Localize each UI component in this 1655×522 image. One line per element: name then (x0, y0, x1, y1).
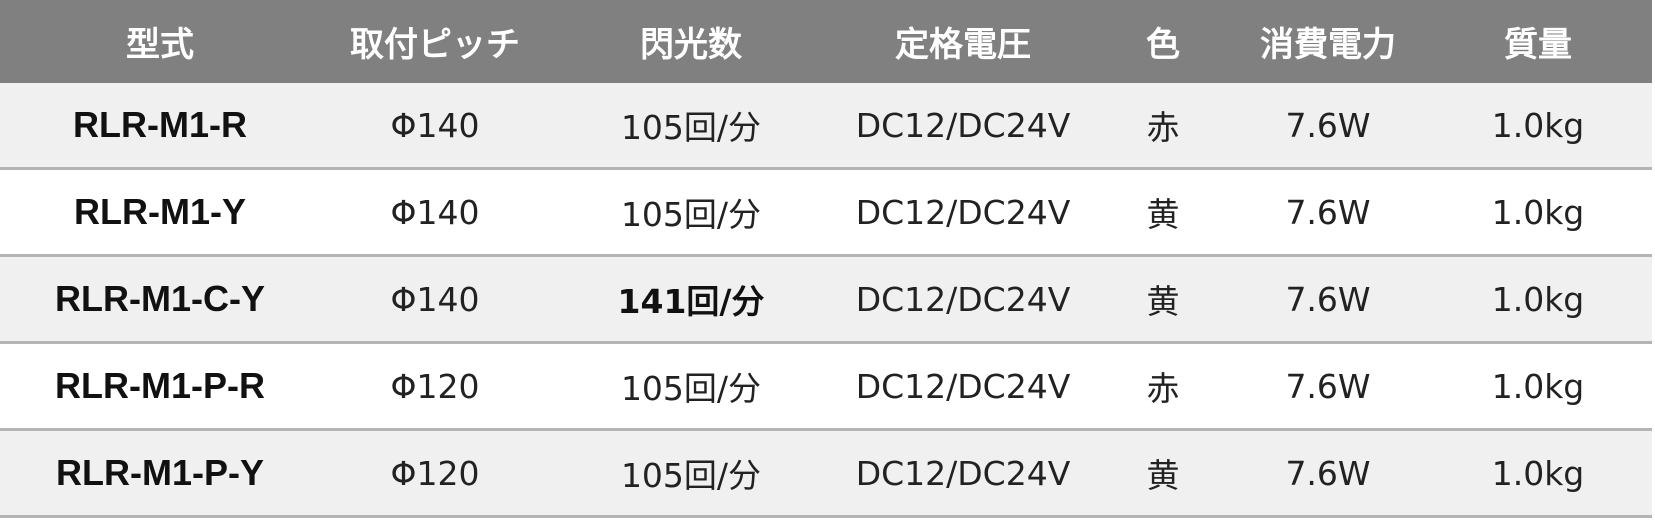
cell-model: RLR-M1-P-R (0, 342, 320, 431)
cell-mass: 1.0kg (1424, 429, 1652, 518)
header-power: 消費電力 (1232, 0, 1424, 83)
cell-mass: 1.0kg (1424, 342, 1652, 431)
cell-model: RLR-M1-C-Y (0, 255, 320, 344)
cell-voltage: DC12/DC24V (832, 255, 1094, 344)
header-flash: 閃光数 (550, 0, 832, 83)
cell-voltage: DC12/DC24V (832, 83, 1094, 170)
cell-model: RLR-M1-R (0, 83, 320, 170)
cell-mass: 1.0kg (1424, 83, 1652, 170)
cell-color: 黄 (1094, 429, 1232, 518)
header-model: 型式 (0, 0, 320, 83)
cell-model: RLR-M1-P-Y (0, 429, 320, 518)
cell-flash: 105回/分 (550, 342, 832, 431)
cell-color: 黄 (1094, 255, 1232, 344)
cell-voltage: DC12/DC24V (832, 429, 1094, 518)
cell-power: 7.6W (1232, 342, 1424, 431)
cell-color: 赤 (1094, 342, 1232, 431)
header-mass: 質量 (1424, 0, 1652, 83)
cell-color: 黄 (1094, 168, 1232, 257)
cell-flash: 105回/分 (550, 429, 832, 518)
header-voltage: 定格電圧 (832, 0, 1094, 83)
table-row: RLR-M1-Y Φ140 105回/分 DC12/DC24V 黄 7.6W 1.0kg (0, 168, 1652, 257)
cell-power: 7.6W (1232, 429, 1424, 518)
cell-voltage: DC12/DC24V (832, 168, 1094, 257)
cell-power: 7.6W (1232, 255, 1424, 344)
cell-pitch: Φ120 (320, 429, 550, 518)
cell-pitch: Φ140 (320, 83, 550, 170)
table-row: RLR-M1-P-R Φ120 105回/分 DC12/DC24V 赤 7.6W 1.0kg (0, 342, 1652, 431)
table-row: RLR-M1-R Φ140 105回/分 DC12/DC24V 赤 7.6W 1.0kg (0, 83, 1652, 170)
cell-power: 7.6W (1232, 168, 1424, 257)
cell-pitch: Φ140 (320, 255, 550, 344)
header-pitch: 取付ピッチ (320, 0, 550, 83)
header-row: 型式 取付ピッチ 閃光数 定格電圧 色 消費電力 質量 (0, 0, 1652, 83)
cell-voltage: DC12/DC24V (832, 342, 1094, 431)
cell-flash: 105回/分 (550, 83, 832, 170)
cell-pitch: Φ140 (320, 168, 550, 257)
header-color: 色 (1094, 0, 1232, 83)
cell-pitch: Φ120 (320, 342, 550, 431)
cell-model: RLR-M1-Y (0, 168, 320, 257)
cell-mass: 1.0kg (1424, 255, 1652, 344)
cell-color: 赤 (1094, 83, 1232, 170)
cell-flash: 141回/分 (550, 255, 832, 344)
table-row: RLR-M1-P-Y Φ120 105回/分 DC12/DC24V 黄 7.6W 1.0kg (0, 429, 1652, 518)
cell-mass: 1.0kg (1424, 168, 1652, 257)
cell-flash: 105回/分 (550, 168, 832, 257)
table-row: RLR-M1-C-Y Φ140 141回/分 DC12/DC24V 黄 7.6W 1.0kg (0, 255, 1652, 344)
cell-power: 7.6W (1232, 83, 1424, 170)
